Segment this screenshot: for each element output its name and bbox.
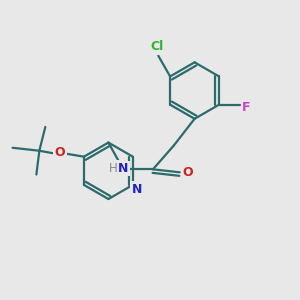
Text: Cl: Cl [150, 40, 164, 53]
Text: N: N [118, 162, 128, 175]
Text: O: O [55, 146, 65, 159]
Text: F: F [242, 101, 250, 114]
Text: O: O [183, 166, 194, 179]
Text: N: N [132, 183, 142, 196]
Text: H: H [109, 162, 117, 175]
Text: H: H [117, 161, 126, 174]
